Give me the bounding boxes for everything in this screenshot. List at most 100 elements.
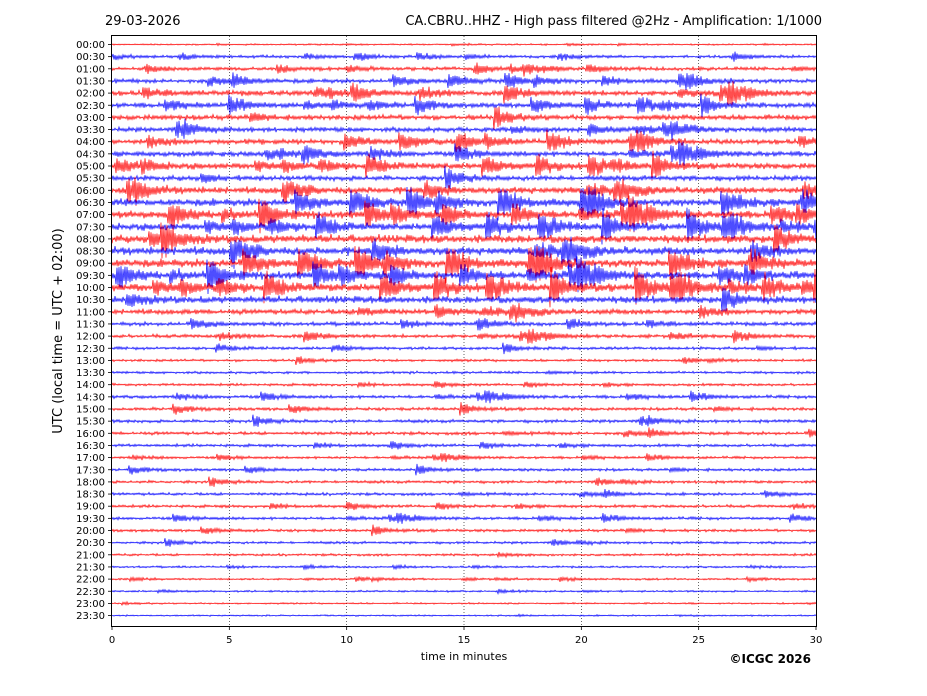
seismic-traces (111, 42, 817, 618)
y-tick-label: 07:00 (76, 210, 105, 221)
x-tick-label: 5 (226, 635, 232, 646)
y-tick-label: 21:00 (76, 550, 105, 561)
trace-line (111, 575, 817, 584)
trace-line (111, 390, 817, 404)
trace-line (111, 72, 817, 91)
y-tick-label: 11:30 (76, 319, 105, 330)
x-axis-ticks: 0 5 10 15 20 25 30 (109, 626, 823, 646)
y-tick-label: 02:30 (76, 101, 105, 112)
trace-line (111, 551, 817, 559)
trace-line (111, 150, 817, 181)
trace-line (111, 501, 817, 511)
y-tick-label: 10:30 (76, 295, 105, 306)
trace-line (111, 141, 817, 166)
y-tick-label: 05:30 (76, 174, 105, 185)
trace-line (111, 176, 817, 206)
x-axis-label: time in minutes (421, 650, 508, 663)
x-tick-label: 20 (575, 635, 588, 646)
y-tick-label: 01:00 (76, 64, 105, 75)
trace-line (111, 302, 817, 323)
plot-frame (111, 35, 817, 627)
trace-line (111, 118, 817, 141)
y-tick-label: 06:00 (76, 186, 105, 197)
y-tick-label: 17:00 (76, 453, 105, 464)
trace-line (111, 287, 817, 312)
trace-line (111, 588, 817, 596)
y-tick-label: 16:30 (76, 441, 105, 452)
trace-line (111, 256, 817, 295)
trace-line (111, 380, 817, 389)
y-tick-label: 18:30 (76, 490, 105, 501)
trace-line (111, 129, 817, 153)
trace-line (111, 342, 817, 355)
trace-line (111, 369, 817, 376)
y-tick-label: 21:30 (76, 562, 105, 573)
chart-title: CA.CBRU..HHZ - High pass filtered @2Hz -… (405, 14, 822, 29)
trace-line (111, 427, 817, 439)
trace-line (111, 328, 817, 344)
trace-line (111, 207, 817, 245)
trace-line (111, 453, 817, 463)
trace-line (111, 476, 817, 487)
y-tick-label: 03:00 (76, 113, 105, 124)
grid-lines (229, 36, 699, 626)
y-tick-label: 13:30 (76, 368, 105, 379)
y-tick-label: 20:00 (76, 526, 105, 537)
trace-line (111, 613, 817, 618)
trace-line (111, 93, 817, 118)
x-tick-label: 10 (340, 635, 353, 646)
y-tick-label: 02:00 (76, 89, 105, 100)
y-tick-label: 18:00 (76, 477, 105, 488)
y-tick-label: 16:00 (76, 429, 105, 440)
trace-line (111, 414, 817, 427)
trace-line (111, 195, 817, 234)
y-tick-label: 13:00 (76, 356, 105, 367)
trace-line (111, 563, 817, 571)
y-tick-label: 14:30 (76, 392, 105, 403)
trace-line (111, 538, 817, 547)
y-tick-label: 20:30 (76, 538, 105, 549)
y-tick-label: 11:00 (76, 307, 105, 318)
y-tick-label: 15:00 (76, 405, 105, 416)
x-tick-label: 30 (810, 635, 823, 646)
y-tick-label: 07:30 (76, 222, 105, 233)
trace-line (111, 524, 817, 537)
copyright-label: ©ICGC 2026 (729, 652, 811, 666)
trace-line (111, 42, 817, 47)
y-tick-label: 06:30 (76, 198, 105, 209)
y-tick-label: 10:00 (76, 283, 105, 294)
trace-line (111, 222, 817, 259)
trace-line (111, 512, 817, 524)
y-tick-label: 19:00 (76, 502, 105, 513)
y-axis-label: UTC (local time = UTC + 02:00) (51, 228, 66, 433)
trace-line (111, 62, 817, 77)
x-tick-label: 0 (109, 635, 115, 646)
y-tick-label: 03:30 (76, 125, 105, 136)
y-tick-label: 14:00 (76, 380, 105, 391)
trace-line (111, 441, 817, 450)
y-tick-label: 09:30 (76, 271, 105, 282)
y-tick-label: 00:30 (76, 52, 105, 63)
trace-line (111, 165, 817, 190)
y-tick-label: 23:00 (76, 599, 105, 610)
trace-line (111, 246, 817, 284)
trace-line (111, 318, 817, 331)
trace-line (111, 600, 817, 606)
x-tick-label: 15 (458, 635, 471, 646)
y-tick-label: 01:30 (76, 76, 105, 87)
date-label: 29-03-2026 (105, 14, 181, 29)
y-tick-label: 00:00 (76, 40, 105, 51)
trace-line (111, 402, 817, 416)
trace-line (111, 106, 817, 130)
y-tick-label: 04:00 (76, 137, 105, 148)
y-tick-label: 17:30 (76, 465, 105, 476)
y-tick-label: 09:00 (76, 259, 105, 270)
y-tick-label: 22:00 (76, 575, 105, 586)
y-tick-label: 04:30 (76, 149, 105, 160)
trace-line (111, 463, 817, 476)
trace-line (111, 81, 817, 106)
y-tick-label: 08:30 (76, 247, 105, 258)
trace-line (111, 186, 817, 221)
